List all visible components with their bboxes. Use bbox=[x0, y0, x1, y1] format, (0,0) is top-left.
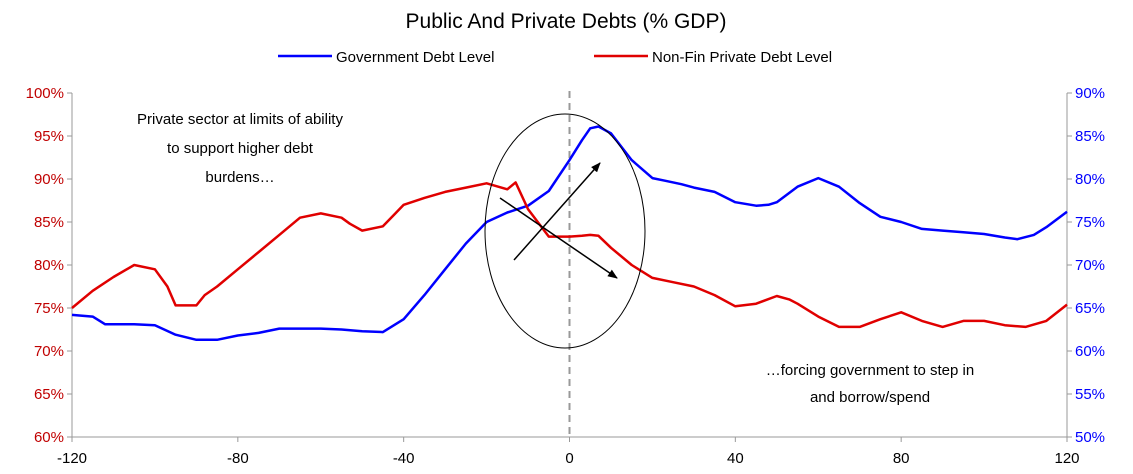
x-tick-label: 120 bbox=[1054, 450, 1079, 467]
y-left-tick-label: 65% bbox=[34, 386, 64, 403]
y-right-tick-label: 75% bbox=[1075, 214, 1105, 231]
annotation-line: …forcing government to step in bbox=[766, 362, 974, 379]
y-left-tick-label: 60% bbox=[34, 429, 64, 446]
x-tick-label: -40 bbox=[393, 450, 415, 467]
x-tick-label: 0 bbox=[565, 450, 573, 467]
axes: 60% 65% 70% 75% 80% 85% 90% 95% 100% 50% 55% 60% 65%… bbox=[26, 85, 1105, 467]
y-left-tick-label: 75% bbox=[34, 300, 64, 317]
legend-label-government: Government Debt Level bbox=[336, 49, 494, 66]
legend: Government Debt Level Non-Fin Private De… bbox=[278, 49, 832, 66]
legend-label-private: Non-Fin Private Debt Level bbox=[652, 49, 832, 66]
chart-title: Public And Private Debts (% GDP) bbox=[406, 10, 727, 33]
y-left-tick-label: 80% bbox=[34, 257, 64, 274]
arrow-up-icon bbox=[513, 162, 601, 261]
arrow-down-icon bbox=[499, 197, 618, 279]
y-right-tick-label: 65% bbox=[1075, 300, 1105, 317]
x-tick-label: -120 bbox=[57, 450, 87, 467]
highlight-ellipse bbox=[484, 113, 646, 349]
series-line-government bbox=[71, 125, 1068, 342]
annotation-line: Private sector at limits of ability bbox=[137, 111, 343, 128]
y-right-tick-label: 90% bbox=[1075, 85, 1105, 102]
y-left-tick-label: 85% bbox=[34, 214, 64, 231]
y-right-tick-label: 55% bbox=[1075, 386, 1105, 403]
annotation-line: and borrow/spend bbox=[810, 389, 930, 406]
x-tick-label: -80 bbox=[227, 450, 249, 467]
annotation-line: burdens… bbox=[205, 169, 274, 186]
y-left-tick-label: 70% bbox=[34, 343, 64, 360]
y-left-tick-label: 90% bbox=[34, 171, 64, 188]
y-right-tick-label: 85% bbox=[1075, 128, 1105, 145]
y-right-tick-label: 70% bbox=[1075, 257, 1105, 274]
annotation-government: …forcing government to step in and borro… bbox=[766, 362, 974, 406]
y-right-tick-label: 60% bbox=[1075, 343, 1105, 360]
x-tick-label: 40 bbox=[727, 450, 744, 467]
series-line-private bbox=[71, 181, 1068, 329]
y-left-tick-label: 95% bbox=[34, 128, 64, 145]
y-right-tick-label: 50% bbox=[1075, 429, 1105, 446]
y-left-tick-label: 100% bbox=[26, 85, 64, 102]
x-tick-label: 80 bbox=[893, 450, 910, 467]
annotation-line: to support higher debt bbox=[167, 140, 314, 157]
annotation-private-sector: Private sector at limits of ability to s… bbox=[137, 111, 343, 186]
y-right-tick-label: 80% bbox=[1075, 171, 1105, 188]
